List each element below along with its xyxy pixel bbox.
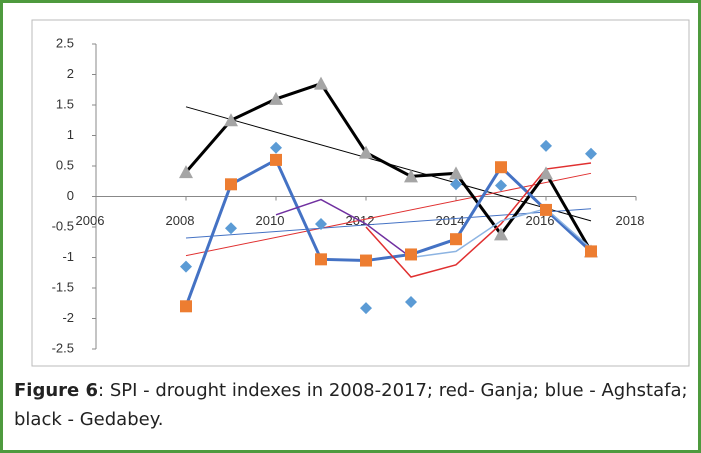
y-tick-label: 1 bbox=[67, 127, 74, 142]
square-marker bbox=[405, 248, 417, 261]
x-tick-label: 2016 bbox=[526, 213, 555, 228]
caption: Figure 6: SPI - drought indexes in 2008-… bbox=[14, 376, 694, 434]
x-tick-label: 2018 bbox=[616, 213, 645, 228]
diamond-marker bbox=[540, 139, 552, 152]
triangle-marker bbox=[404, 169, 418, 183]
series-line bbox=[184, 81, 593, 253]
diamond-marker bbox=[315, 217, 327, 230]
square-marker bbox=[270, 153, 282, 166]
diamond-marker bbox=[180, 260, 192, 273]
triangle-marker bbox=[224, 113, 238, 127]
diamond-marker bbox=[450, 178, 462, 191]
y-tick-label: -2.5 bbox=[52, 340, 74, 355]
square-marker bbox=[360, 254, 372, 267]
square-marker bbox=[180, 300, 192, 313]
square-marker bbox=[540, 203, 552, 216]
y-tick-label: 2 bbox=[67, 66, 74, 81]
y-tick-label: -0.5 bbox=[52, 218, 74, 233]
trendline bbox=[185, 208, 592, 239]
diamond-marker bbox=[495, 179, 507, 192]
diamond-marker bbox=[225, 222, 237, 235]
square-marker bbox=[495, 161, 507, 174]
triangle-marker bbox=[494, 227, 508, 241]
y-tick-label: 0 bbox=[67, 188, 74, 203]
caption-label: Figure 6 bbox=[14, 380, 99, 401]
diamond-marker bbox=[585, 147, 597, 160]
y-tick-label: -1.5 bbox=[52, 279, 74, 294]
series-line bbox=[184, 157, 593, 307]
y-tick-label: 2.5 bbox=[56, 35, 74, 50]
square-marker bbox=[315, 253, 327, 266]
triangle-marker bbox=[539, 166, 553, 180]
chart-area bbox=[31, 19, 690, 367]
series-line bbox=[365, 162, 592, 278]
chart: -2.5 -2 -1.5 -1 -0.5 0 0.5 1 1.5 2 2.5 2006 2008 2010… bbox=[31, 19, 690, 367]
diamond-marker bbox=[405, 296, 417, 309]
y-tick-label: 0.5 bbox=[56, 157, 74, 172]
x-tick-label: 2006 bbox=[76, 213, 105, 228]
x-tick-label: 2008 bbox=[166, 213, 195, 228]
x-tick-label: 2010 bbox=[256, 213, 285, 228]
triangle-marker bbox=[359, 145, 373, 159]
triangle-marker bbox=[179, 165, 193, 179]
y-tick-label: -2 bbox=[62, 310, 74, 325]
series-line bbox=[275, 198, 412, 259]
triangle-marker bbox=[269, 91, 283, 105]
triangle-marker bbox=[449, 166, 463, 180]
square-marker bbox=[585, 245, 597, 258]
y-tick-label: 1.5 bbox=[56, 96, 74, 111]
square-marker bbox=[450, 233, 462, 246]
diamond-marker bbox=[270, 141, 282, 154]
y-tick-label: -1 bbox=[62, 249, 74, 264]
triangle-marker bbox=[314, 76, 328, 90]
square-marker bbox=[225, 178, 237, 191]
caption-text: : SPI - drought indexes in 2008-2017; re… bbox=[14, 380, 688, 430]
x-tick-label: 2014 bbox=[436, 213, 465, 228]
diamond-marker bbox=[360, 302, 372, 315]
series-line bbox=[410, 207, 592, 259]
